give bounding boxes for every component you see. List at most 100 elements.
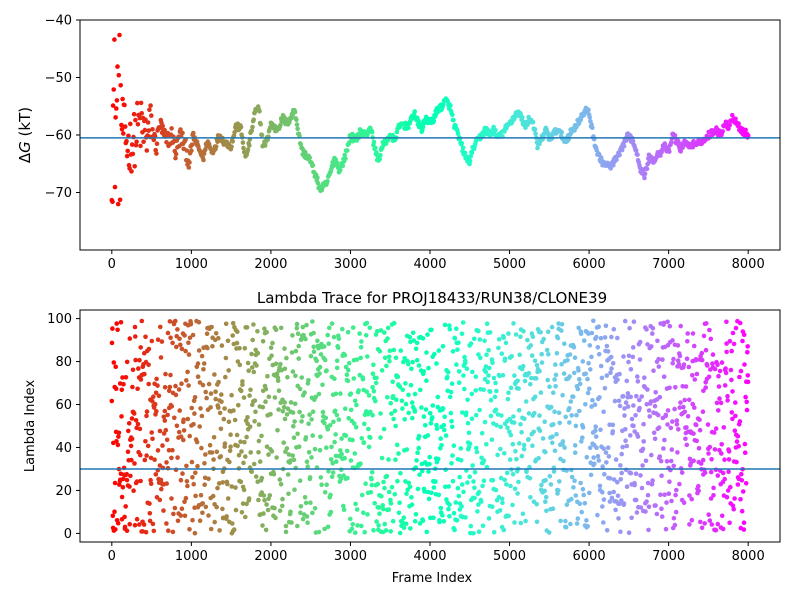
lambda-point xyxy=(256,438,262,444)
delta-g-point xyxy=(154,151,159,156)
lambda-point xyxy=(188,321,194,327)
lambda-point xyxy=(498,424,504,430)
lambda-points xyxy=(109,318,751,536)
lambda-point xyxy=(193,470,198,476)
lambda-point xyxy=(690,373,695,378)
lambda-point xyxy=(314,358,320,364)
lambda-point xyxy=(594,334,599,340)
lambda-point xyxy=(302,390,307,395)
lambda-point xyxy=(327,423,333,428)
lambda-point xyxy=(684,356,690,362)
lambda-point xyxy=(492,394,498,400)
lambda-point xyxy=(200,510,205,516)
lambda-point xyxy=(741,332,747,338)
lambda-point xyxy=(218,454,224,459)
delta-g-point xyxy=(117,32,122,38)
lambda-point xyxy=(737,374,742,380)
lambda-point xyxy=(550,434,555,440)
lambda-point xyxy=(361,510,366,515)
lambda-point xyxy=(220,506,225,512)
lambda-point xyxy=(526,411,532,416)
lambda-point xyxy=(161,508,166,513)
lambda-point xyxy=(402,356,408,361)
lambda-point xyxy=(719,451,724,456)
lambda-point xyxy=(379,494,384,499)
lambda-point xyxy=(730,503,736,509)
lambda-point xyxy=(189,459,195,465)
lambda-point xyxy=(684,442,690,448)
lambda-point xyxy=(353,530,358,535)
lambda-point xyxy=(658,492,663,498)
lambda-point xyxy=(580,359,586,364)
lambda-point xyxy=(670,361,675,366)
lambda-point xyxy=(633,471,639,477)
lambda-point xyxy=(175,518,181,524)
lambda-point xyxy=(340,326,345,332)
lambda-point xyxy=(637,357,643,362)
lambda-point xyxy=(530,334,536,340)
lambda-point xyxy=(646,504,652,510)
lambda-point xyxy=(477,407,482,413)
lambda-point xyxy=(384,363,389,369)
lambda-point xyxy=(403,401,409,407)
lambda-point xyxy=(354,402,359,408)
delta-g-point xyxy=(559,129,564,135)
delta-g-point xyxy=(133,117,138,123)
lambda-point xyxy=(391,347,397,353)
lambda-point xyxy=(605,445,611,451)
lambda-point xyxy=(197,380,203,385)
lambda-point xyxy=(482,419,488,425)
lambda-point xyxy=(647,414,652,419)
lambda-point xyxy=(479,499,484,504)
lambda-point xyxy=(577,501,583,507)
lambda-point xyxy=(225,338,231,344)
lambda-point xyxy=(299,375,305,380)
lambda-point xyxy=(422,489,427,494)
lambda-point xyxy=(317,371,322,376)
lambda-point xyxy=(253,347,258,353)
lambda-point xyxy=(742,450,748,456)
lambda-point xyxy=(267,493,273,498)
delta-g-point xyxy=(238,124,244,130)
lambda-point xyxy=(395,374,401,380)
lambda-point xyxy=(150,398,155,404)
lambda-point xyxy=(184,463,189,469)
lambda-point xyxy=(641,439,646,444)
lambda-point xyxy=(598,335,604,341)
lambda-point xyxy=(335,345,341,351)
delta-g-point xyxy=(374,150,379,155)
lambda-point xyxy=(743,394,748,400)
lambda-point xyxy=(392,408,398,414)
lambda-point xyxy=(465,397,470,403)
lambda-point xyxy=(602,472,607,477)
delta-g-point xyxy=(307,155,313,160)
lambda-point xyxy=(686,364,692,370)
lambda-point xyxy=(285,472,291,477)
delta-g-point xyxy=(129,142,135,147)
lambda-point xyxy=(358,461,363,467)
delta-g-point xyxy=(342,152,348,158)
lambda-point xyxy=(573,493,579,498)
lambda-point xyxy=(249,365,255,370)
lambda-point xyxy=(134,516,140,522)
lambda-y-axis-label: Lambda Index xyxy=(23,380,38,473)
lambda-point xyxy=(192,411,197,416)
lambda-point xyxy=(653,503,658,508)
delta-g-point xyxy=(164,140,169,145)
lambda-point xyxy=(371,389,377,394)
delta-g-point xyxy=(420,124,426,129)
lambda-point xyxy=(345,475,350,481)
lambda-point xyxy=(170,529,176,535)
lambda-point xyxy=(245,360,251,366)
lambda-point xyxy=(181,428,187,433)
lambda-point xyxy=(617,371,622,377)
lambda-point xyxy=(341,507,347,512)
lambda-point xyxy=(137,522,142,527)
delta-g-point xyxy=(114,98,120,103)
lambda-point xyxy=(589,330,595,336)
lambda-point xyxy=(355,523,360,528)
lambda-point xyxy=(665,319,670,325)
lambda-point xyxy=(407,484,413,490)
lambda-point xyxy=(487,330,493,335)
lambda-point xyxy=(534,519,540,525)
